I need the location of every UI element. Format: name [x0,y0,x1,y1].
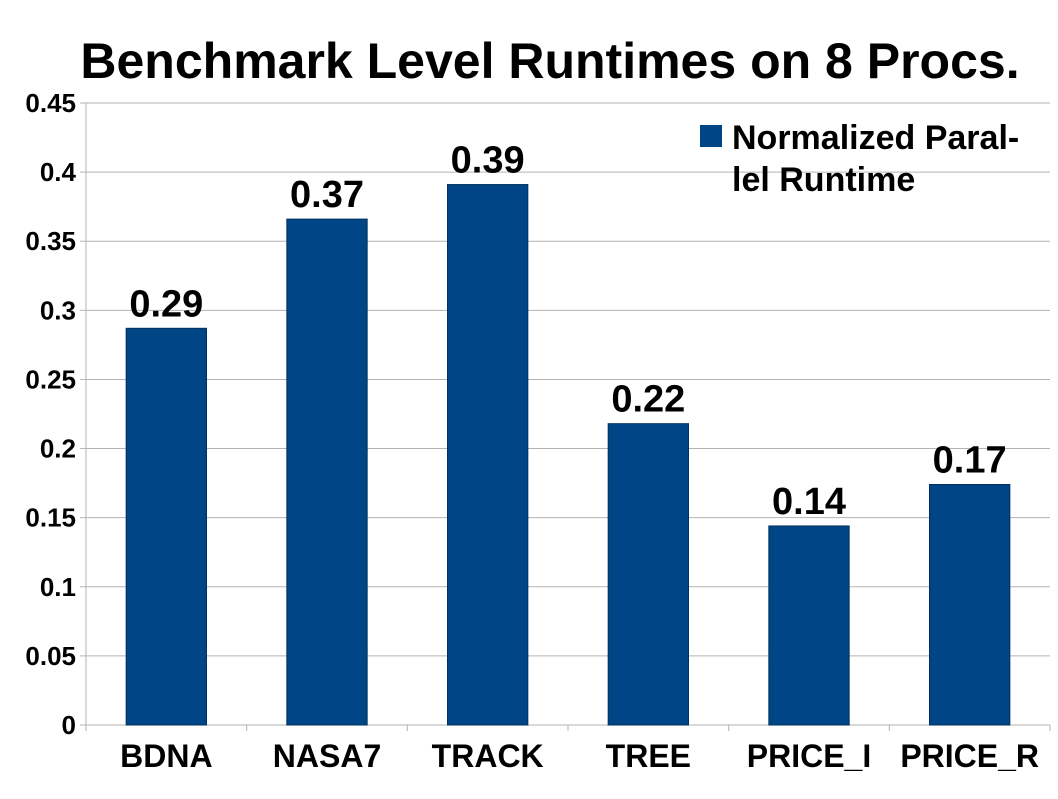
x-tick-label: BDNA [120,738,212,774]
legend: Normalized Paral- lel Runtime [700,119,1019,199]
y-tick-label: 0.2 [40,434,76,464]
bar-price-r [929,483,1011,726]
legend-swatch [700,125,722,147]
data-label: 0.17 [933,439,1007,481]
data-label: 0.22 [611,379,685,421]
data-label: 0.29 [129,283,203,325]
y-tick-label: 0.15 [25,503,76,533]
data-label: 0.14 [772,481,846,523]
x-tick-label: NASA7 [273,738,381,774]
bar-bdna [125,327,207,726]
y-tick-label: 0 [62,710,76,740]
bar-price-i [768,525,850,726]
y-tick-label: 0.1 [40,572,76,602]
x-tick-label: TREE [606,738,691,774]
x-tick-label: PRICE_R [900,738,1039,774]
y-tick-label: 0.25 [25,364,76,394]
axes: 0 0.05 0.1 0.15 0.2 0.25 0.3 0.35 0.4 0.45 BDNA NAS… [25,88,1051,774]
bar-nasa7 [286,218,368,726]
bar-tree [607,423,690,726]
y-tick-label: 0.05 [25,641,76,671]
data-label: 0.39 [451,140,525,182]
y-tick-label: 0.3 [40,295,76,325]
x-tick-label: PRICE_I [747,738,871,774]
bars [125,184,1011,726]
chart-title: Benchmark Level Runtimes on 8 Procs. [80,33,1019,89]
bar-track [447,184,529,726]
data-labels: 0.29 0.37 0.39 0.22 0.14 0.17 [129,140,1006,523]
y-tick-label: 0.4 [40,157,77,187]
y-tick-label: 0.35 [25,226,76,256]
x-tick-label: TRACK [432,738,544,774]
grid-lines [86,102,1050,726]
data-label: 0.37 [290,174,364,216]
legend-label-line-1: Normalized Paral- [732,119,1019,157]
y-tick-label: 0.45 [25,88,76,118]
legend-label-line-2: lel Runtime [732,161,915,199]
